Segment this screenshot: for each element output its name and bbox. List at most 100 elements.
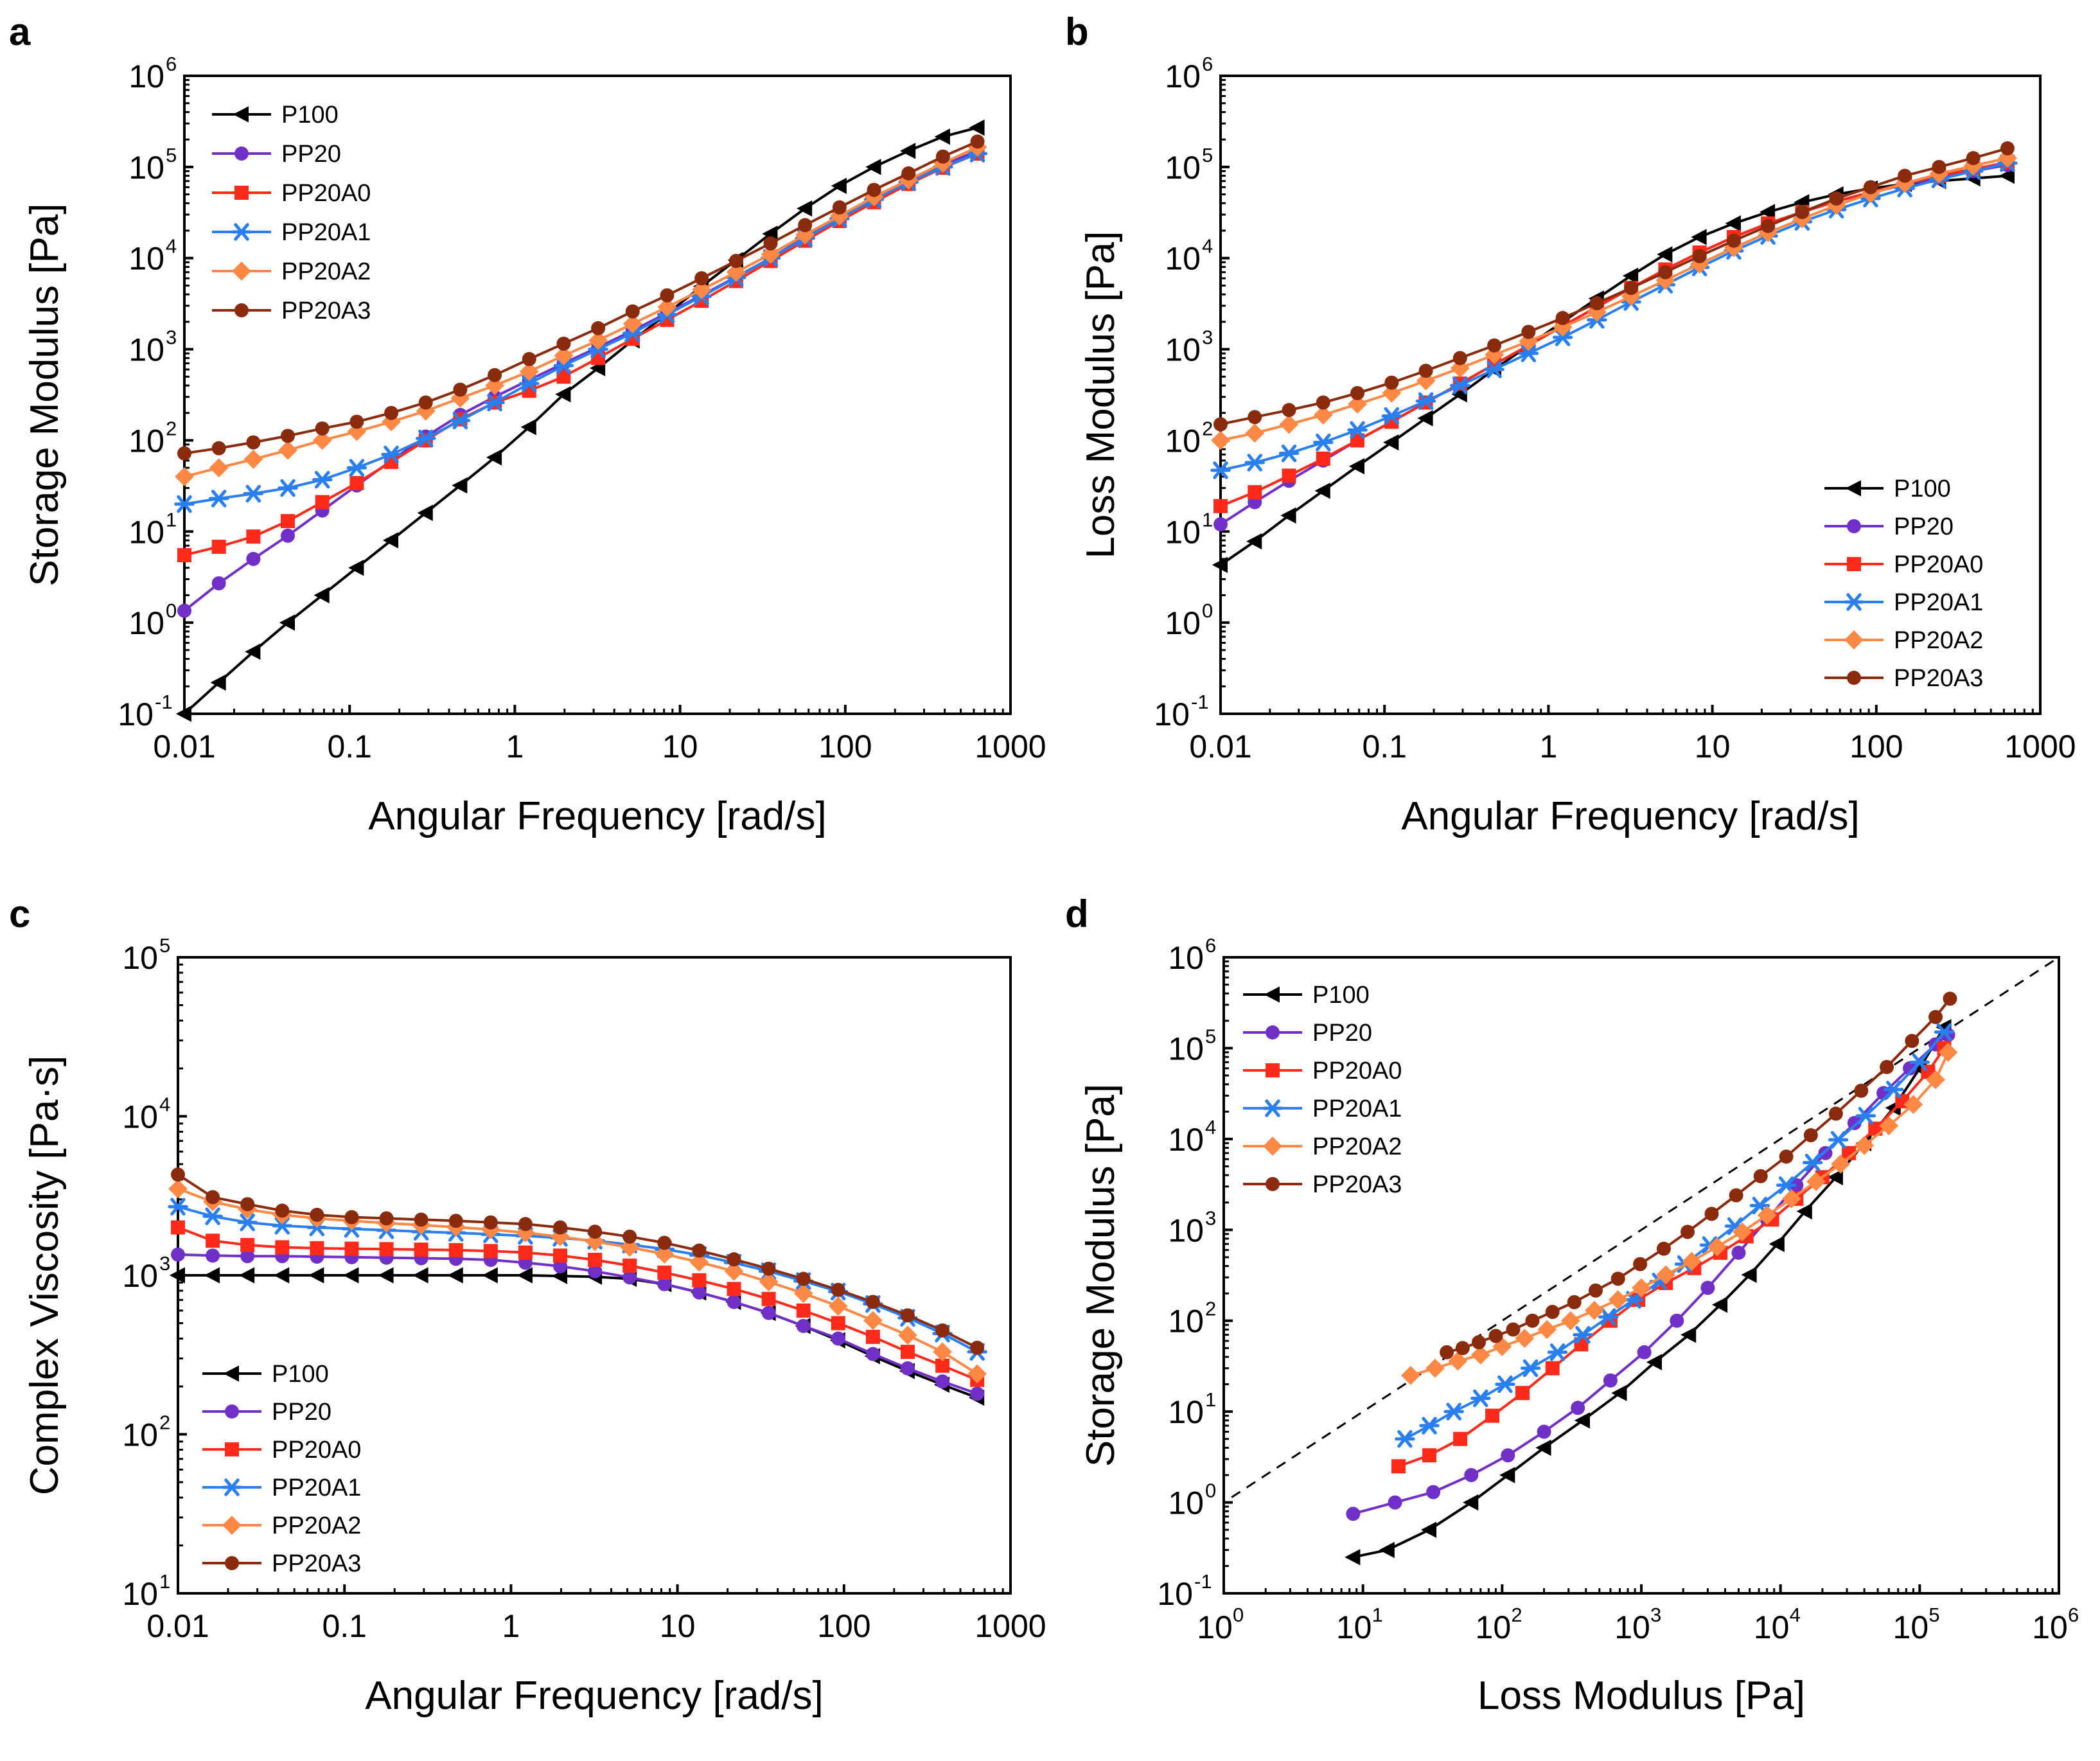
series-pp20a1 <box>1395 1023 1955 1448</box>
series-pp20a1 <box>1210 154 2018 479</box>
y-tick-exponent: 1 <box>166 508 177 531</box>
panel-d-cole-cole-plot: d 10 0 10 1 10 2 10 3 10 4 10 5 10 610 -110 010 110 210 31… <box>1065 892 2079 1718</box>
data-point-pp20a2 <box>1781 1189 1801 1208</box>
data-point-pp20a3 <box>1880 1059 1894 1074</box>
data-point-pp20 <box>281 528 296 543</box>
panel-b-letter: b <box>1065 10 1089 53</box>
data-point-pp20a0 <box>935 1358 950 1373</box>
data-point-pp20a3 <box>1452 351 1467 366</box>
data-point-p100 <box>210 674 226 691</box>
legend-label: P100 <box>272 1361 329 1388</box>
data-point-p100 <box>308 1267 324 1284</box>
data-point-pp20a3 <box>1681 1225 1695 1239</box>
legend-label: PP20A3 <box>1894 665 1983 692</box>
data-point-p100 <box>175 705 191 722</box>
x-tick-label: 10 <box>1336 1609 1372 1645</box>
data-point-pp20 <box>622 1270 637 1285</box>
x-axis-title: Angular Frequency [rad/s] <box>1401 794 1859 838</box>
data-point-p100 <box>1611 1385 1627 1401</box>
data-point-pp20a3 <box>865 1295 880 1309</box>
data-point-pp20a3 <box>660 288 675 303</box>
x-tick-label: 1 <box>502 1608 520 1644</box>
data-point-pp20a2 <box>1450 358 1470 378</box>
data-point-pp20 <box>657 1277 672 1291</box>
data-point-pp20a2 <box>1879 1116 1899 1136</box>
series-pp20a3 <box>1213 141 2015 432</box>
data-point-pp20a0 <box>556 369 571 384</box>
data-point-p100 <box>274 1267 290 1284</box>
data-point-pp20a3 <box>1440 1345 1454 1359</box>
data-point-pp20a2 <box>516 1223 535 1243</box>
data-point-p100 <box>1999 167 2015 184</box>
data-point-pp20a2 <box>175 467 194 486</box>
x-tick-exponent: 2 <box>1511 1604 1522 1626</box>
data-point-pp20 <box>692 1285 707 1300</box>
data-point-pp20 <box>588 1264 603 1279</box>
data-point-pp20a0 <box>310 1241 324 1255</box>
data-point-pp20a0 <box>588 1253 603 1268</box>
x-tick-label: 1000 <box>975 729 1046 765</box>
legend-item-pp20a0: PP20A0 <box>1243 1057 1402 1084</box>
data-point-pp20a2 <box>1855 1135 1874 1155</box>
data-point-pp20a3 <box>379 1211 394 1226</box>
y-tick-label: 10 <box>1168 1212 1204 1248</box>
data-point-pp20 <box>970 1386 985 1401</box>
data-point-pp20a0 <box>344 1241 359 1256</box>
data-point-pp20a2 <box>620 1237 640 1257</box>
data-point-pp20a0 <box>483 1244 498 1259</box>
series-pp20a0 <box>1391 1041 1952 1474</box>
data-point-pp20 <box>761 1305 776 1320</box>
data-point-pp20a3 <box>1753 1169 1768 1183</box>
legend-item-pp20: PP20 <box>1824 513 1954 540</box>
data-point-p100 <box>382 532 399 549</box>
data-point-pp20a0 <box>448 1243 463 1257</box>
data-point-pp20a1 <box>519 375 540 393</box>
series-line-p100 <box>183 126 978 715</box>
legend-label: PP20A3 <box>281 297 371 324</box>
legend-item-pp20a0: PP20A0 <box>212 180 371 207</box>
data-point-pp20a3 <box>763 236 778 251</box>
data-point-pp20a1 <box>1210 461 1231 479</box>
legend-label: PP20 <box>272 1399 331 1426</box>
x-axis-title: Angular Frequency [rad/s] <box>365 1674 823 1718</box>
data-point-pp20 <box>1537 1424 1551 1439</box>
data-point-pp20a0 <box>553 1248 568 1263</box>
series-p100 <box>1345 1019 1952 1566</box>
legend-label: P100 <box>281 102 339 128</box>
legend-marker <box>1845 480 1861 497</box>
data-point-pp20 <box>1731 1245 1746 1260</box>
x-tick-exponent: 6 <box>2068 1604 2079 1626</box>
data-point-pp20a2 <box>1425 1358 1445 1378</box>
x-tick-label: 1000 <box>2004 729 2076 765</box>
data-point-pp20a2 <box>1211 430 1230 450</box>
data-point-pp20a0 <box>1842 1146 1857 1160</box>
data-point-pp20a3 <box>1472 1335 1487 1350</box>
data-point-pp20 <box>900 1361 915 1376</box>
x-tick-label: 100 <box>1849 729 1903 765</box>
data-point-p100 <box>378 1267 394 1284</box>
data-point-pp20a3 <box>1248 410 1262 425</box>
data-point-pp20a2 <box>1245 423 1265 443</box>
data-point-pp20a3 <box>522 351 536 366</box>
data-point-pp20a3 <box>1932 159 1946 174</box>
legend-marker <box>1847 671 1861 685</box>
y-tick-exponent: 4 <box>166 235 177 258</box>
y-tick-exponent: 2 <box>159 1411 170 1434</box>
y-tick-exponent: 5 <box>1205 1025 1216 1047</box>
data-point-pp20a3 <box>1658 265 1673 279</box>
legend-item-pp20a2: PP20A2 <box>202 1512 361 1539</box>
data-point-pp20a2 <box>692 280 712 299</box>
legend-marker <box>222 1478 242 1496</box>
data-point-p100 <box>1348 458 1365 475</box>
data-point-pp20a0 <box>1545 1361 1560 1376</box>
data-point-pp20a3 <box>761 1261 776 1276</box>
x-axis-title: Loss Modulus [Pa] <box>1478 1674 1805 1718</box>
data-point-pp20a3 <box>1506 1322 1521 1337</box>
data-point-p100 <box>486 449 502 466</box>
data-point-p100 <box>1379 1541 1395 1559</box>
data-point-pp20a3 <box>1545 1305 1560 1320</box>
data-point-pp20a3 <box>935 1323 950 1338</box>
legend-marker <box>1262 1099 1283 1117</box>
y-tick-exponent: 4 <box>1205 1116 1216 1138</box>
data-point-pp20a2 <box>1448 1351 1468 1371</box>
